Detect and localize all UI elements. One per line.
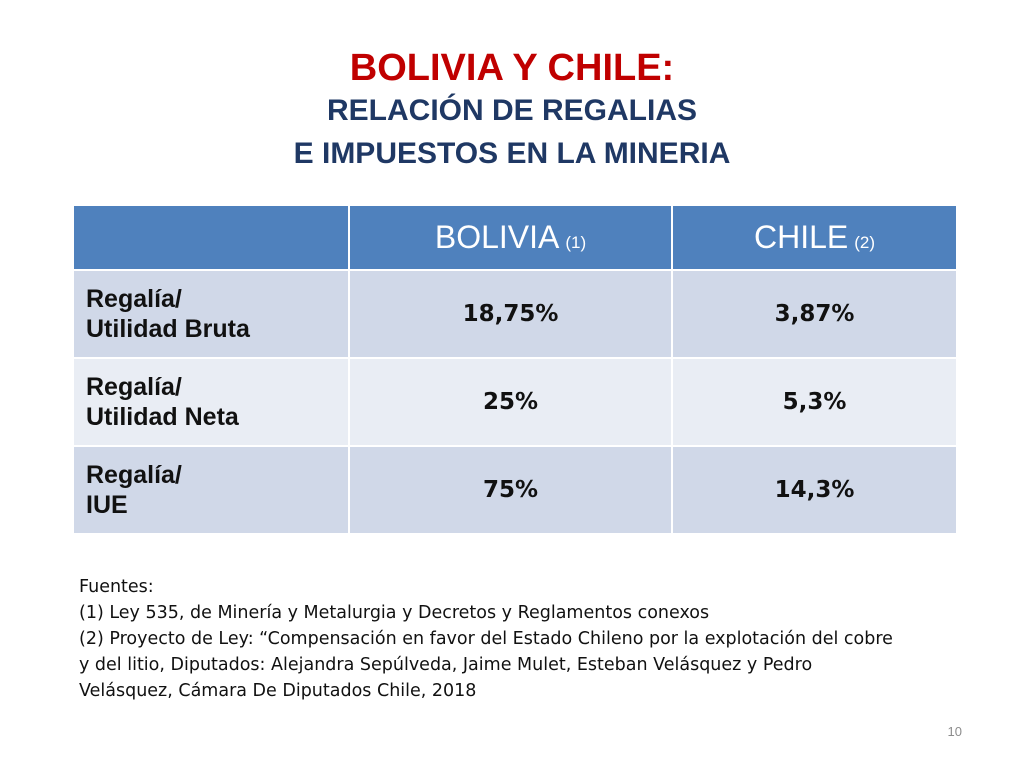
sources-block: Fuentes: (1) Ley 535, de Minería y Metal… bbox=[79, 574, 959, 704]
header-cell-empty bbox=[74, 206, 350, 271]
source-line: (2) Proyecto de Ley: “Compensación en fa… bbox=[79, 629, 893, 649]
row-label-line-1: Regalía/ bbox=[86, 285, 182, 313]
row-label-line-2: Utilidad Bruta bbox=[86, 315, 250, 343]
cell-bolivia: 25% bbox=[350, 359, 673, 447]
source-line: (1) Ley 535, de Minería y Metalurgia y D… bbox=[79, 603, 710, 623]
cell-chile: 5,3% bbox=[673, 359, 956, 447]
slide-subtitle-line-1: RELACIÓN DE REGALIAS bbox=[326, 94, 698, 127]
header-cell-chile: CHILE (2) bbox=[673, 206, 956, 271]
row-label: Regalía/ Utilidad Neta bbox=[74, 359, 350, 447]
cell-bolivia: 18,75% bbox=[350, 271, 673, 359]
row-label-line-1: Regalía/ bbox=[86, 373, 182, 401]
page-number: 10 bbox=[947, 724, 962, 739]
source-line: y del litio, Diputados: Alejandra Sepúlv… bbox=[79, 655, 813, 675]
header-note-bolivia: (1) bbox=[565, 233, 587, 252]
cell-chile: 3,87% bbox=[673, 271, 956, 359]
header-label-chile: CHILE bbox=[753, 219, 849, 255]
row-label: Regalía/ IUE bbox=[74, 447, 350, 535]
header-note-chile: (2) bbox=[854, 233, 876, 252]
slide-title: BOLIVIA Y CHILE: bbox=[349, 47, 675, 89]
table-row: Regalía/ IUE 75% 14,3% bbox=[74, 447, 956, 535]
row-label: Regalía/ Utilidad Bruta bbox=[74, 271, 350, 359]
header-cell-bolivia: BOLIVIA (1) bbox=[350, 206, 673, 271]
sources-heading: Fuentes: bbox=[79, 577, 154, 597]
slide-subtitle-line-2: E IMPUESTOS EN LA MINERIA bbox=[293, 137, 731, 170]
table-header-row: BOLIVIA (1) CHILE (2) bbox=[74, 206, 956, 271]
table-row: Regalía/ Utilidad Neta 25% 5,3% bbox=[74, 359, 956, 447]
row-label-line-2: IUE bbox=[86, 491, 128, 519]
table-row: Regalía/ Utilidad Bruta 18,75% 3,87% bbox=[74, 271, 956, 359]
cell-chile: 14,3% bbox=[673, 447, 956, 535]
row-label-line-1: Regalía/ bbox=[86, 461, 182, 489]
source-line: Velásquez, Cámara De Diputados Chile, 20… bbox=[79, 681, 477, 701]
cell-bolivia: 75% bbox=[350, 447, 673, 535]
header-label-bolivia: BOLIVIA bbox=[434, 219, 560, 255]
royalties-table: BOLIVIA (1) CHILE (2) Regalía/ Utilidad Br… bbox=[74, 206, 956, 535]
row-label-line-2: Utilidad Neta bbox=[86, 403, 239, 431]
